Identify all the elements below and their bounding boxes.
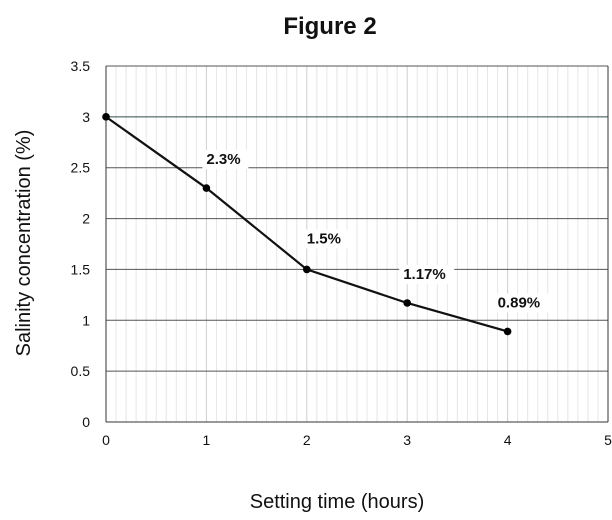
data-label: 2.3% [206,151,240,168]
data-point [303,265,311,274]
data-label-background [493,293,549,313]
x-tick-label: 4 [504,432,512,448]
y-tick-label: 3.5 [71,58,91,74]
y-tick-label: 3 [82,109,90,125]
y-tick-label: 1 [82,312,90,328]
data-label: 1.17% [403,266,446,283]
y-tick-label: 1.5 [71,261,91,277]
x-axis-label: Setting time (hours) [250,491,425,513]
major-gridlines [106,65,608,422]
data-label-background [202,150,249,170]
x-tick-label: 5 [604,432,612,448]
data-label: 0.89% [498,294,541,311]
x-tick-label: 3 [403,432,411,448]
x-tick-label: 1 [203,432,211,448]
x-tick-label: 0 [102,432,110,448]
data-point [503,327,512,336]
data-label-background [399,264,455,284]
data-point [102,113,110,121]
tick-labels: 0 1 2 3 4 5 0 0.5 1 1.5 2 2.5 3 3.5 [71,58,612,448]
chart-title: Figure 2 [283,13,376,40]
data-labels: 2.3% 1.5% 1.17% 0.89% [202,150,549,313]
minor-gridlines [115,66,599,422]
x-tick-label: 2 [303,432,311,448]
y-tick-label: 2 [82,211,90,227]
y-tick-label: 2.5 [71,160,91,176]
data-point [403,299,412,307]
data-point [202,184,211,192]
data-label-background [302,229,349,249]
series [102,113,512,336]
data-label: 1.5% [307,230,341,247]
y-tick-label: 0.5 [71,363,91,379]
y-tick-label: 0 [82,414,90,430]
y-axis-label: Salinity concentration (%) [13,130,35,357]
axes [105,66,609,423]
